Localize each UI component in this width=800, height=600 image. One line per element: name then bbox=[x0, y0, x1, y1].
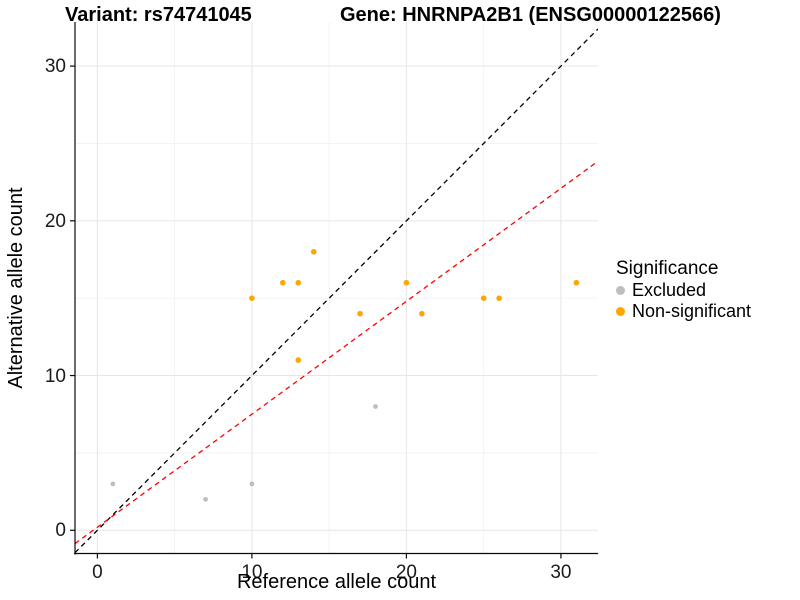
data-point-non-significant bbox=[419, 310, 425, 317]
data-point-non-significant bbox=[573, 279, 580, 286]
identity-line bbox=[75, 28, 598, 554]
legend-item: Non-significant bbox=[616, 300, 752, 322]
expected-ratio-line bbox=[75, 160, 598, 545]
data-point-non-significant bbox=[480, 295, 487, 301]
data-point-non-significant bbox=[295, 279, 302, 286]
data-point-non-significant bbox=[249, 295, 255, 301]
legend-key-dot bbox=[616, 307, 625, 317]
gene-title: Gene: HNRNPA2B1 (ENSG00000122566) bbox=[340, 4, 721, 26]
data-point-excluded bbox=[373, 404, 378, 409]
y-axis-title: Alternative allele count bbox=[5, 187, 27, 389]
legend-item-label: Non-significant bbox=[632, 300, 752, 321]
data-point-excluded bbox=[249, 481, 255, 487]
legend: Significance Excluded Non-significant bbox=[616, 258, 751, 321]
data-point-non-significant bbox=[496, 295, 502, 301]
y-tick-label: 30 bbox=[44, 56, 66, 78]
data-point-non-significant bbox=[357, 310, 363, 317]
x-tick-label: 20 bbox=[395, 561, 417, 583]
data-point-non-significant bbox=[403, 279, 410, 286]
legend-key-dot bbox=[616, 286, 625, 296]
x-tick-label: 30 bbox=[550, 561, 572, 583]
data-point-excluded bbox=[110, 481, 116, 487]
legend-item: Excluded bbox=[616, 279, 751, 301]
data-point-non-significant bbox=[280, 279, 286, 286]
legend-title: Significance bbox=[616, 258, 719, 279]
x-axis-title: Reference allele count bbox=[236, 571, 436, 593]
y-tick-label: 0 bbox=[55, 520, 66, 542]
x-tick-label: 10 bbox=[241, 561, 263, 583]
data-point-non-significant bbox=[310, 248, 317, 255]
y-tick-label: 20 bbox=[44, 210, 66, 232]
x-tick-label: 0 bbox=[92, 561, 103, 583]
y-tick-label: 10 bbox=[44, 365, 66, 387]
data-point-non-significant bbox=[295, 357, 302, 363]
variant-title: Variant: rs74741045 bbox=[65, 4, 252, 26]
legend-item-label: Excluded bbox=[632, 279, 707, 300]
data-point-excluded bbox=[203, 496, 208, 502]
